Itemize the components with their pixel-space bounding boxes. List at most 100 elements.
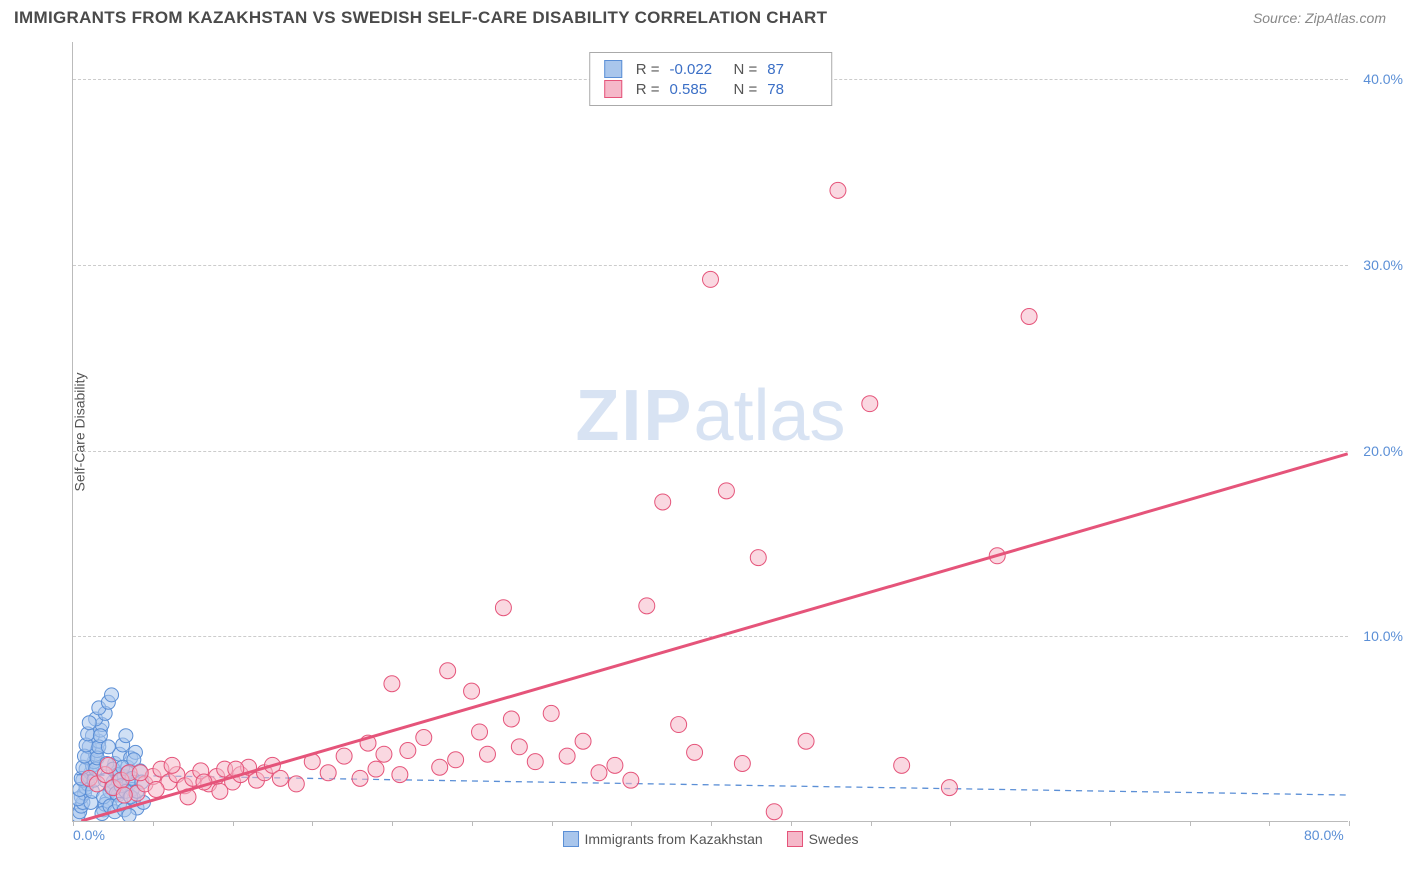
- n-label: N =: [734, 61, 758, 78]
- legend-label-swedes: Swedes: [809, 831, 859, 847]
- data-point-swedes: [164, 757, 180, 773]
- n-label: N =: [734, 81, 758, 98]
- x-tick: [312, 821, 313, 826]
- x-tick: [711, 821, 712, 826]
- data-point-swedes: [862, 396, 878, 412]
- data-point-swedes: [100, 757, 116, 773]
- data-point-swedes: [750, 550, 766, 566]
- data-point-swedes: [703, 271, 719, 287]
- data-point-swedes: [591, 765, 607, 781]
- data-point-swedes: [479, 746, 495, 762]
- plot-area: ZIPatlas R = -0.022 N = 87 R = 0.585 N =…: [72, 42, 1348, 822]
- data-point-swedes: [503, 711, 519, 727]
- y-tick-label: 30.0%: [1353, 257, 1403, 273]
- legend-item-swedes: Swedes: [787, 831, 859, 847]
- data-point-swedes: [655, 494, 671, 510]
- header: IMMIGRANTS FROM KAZAKHSTAN VS SWEDISH SE…: [0, 0, 1406, 36]
- x-tick-label: 0.0%: [73, 827, 105, 843]
- data-point-swedes: [352, 770, 368, 786]
- data-point-swedes: [440, 663, 456, 679]
- data-point-swedes: [687, 744, 703, 760]
- r-label: R =: [636, 61, 660, 78]
- data-point-swedes: [495, 600, 511, 616]
- data-point-swedes: [148, 781, 164, 797]
- data-point-swedes: [894, 757, 910, 773]
- data-point-swedes: [212, 783, 228, 799]
- data-point-swedes: [607, 757, 623, 773]
- swatch-kazakhstan: [604, 60, 622, 78]
- data-point-swedes: [623, 772, 639, 788]
- legend-label-kazakhstan: Immigrants from Kazakhstan: [585, 831, 763, 847]
- x-tick: [1030, 821, 1031, 826]
- data-point-swedes: [116, 787, 132, 803]
- data-point-swedes: [416, 730, 432, 746]
- x-tick: [871, 821, 872, 826]
- x-tick: [1349, 821, 1350, 826]
- data-point-kazakhstan: [105, 688, 119, 702]
- correlation-row-swedes: R = 0.585 N = 78: [604, 79, 818, 99]
- data-point-swedes: [384, 676, 400, 692]
- y-tick-label: 40.0%: [1353, 71, 1403, 87]
- data-point-swedes: [718, 483, 734, 499]
- swatch-swedes: [787, 831, 803, 847]
- data-point-swedes: [400, 743, 416, 759]
- data-point-swedes: [511, 739, 527, 755]
- swatch-kazakhstan: [563, 831, 579, 847]
- data-point-swedes: [559, 748, 575, 764]
- data-point-swedes: [734, 756, 750, 772]
- data-point-swedes: [132, 765, 148, 781]
- data-point-swedes: [766, 804, 782, 820]
- data-point-swedes: [432, 759, 448, 775]
- x-tick-label: 80.0%: [1304, 827, 1344, 843]
- correlation-legend: R = -0.022 N = 87 R = 0.585 N = 78: [589, 52, 833, 106]
- chart-title: IMMIGRANTS FROM KAZAKHSTAN VS SWEDISH SE…: [14, 8, 827, 28]
- data-point-kazakhstan: [122, 808, 136, 821]
- x-tick: [233, 821, 234, 826]
- legend-item-kazakhstan: Immigrants from Kazakhstan: [563, 831, 763, 847]
- x-tick: [1190, 821, 1191, 826]
- x-tick: [1269, 821, 1270, 826]
- data-point-swedes: [472, 724, 488, 740]
- r-value-kazakhstan: -0.022: [670, 61, 720, 78]
- data-point-swedes: [448, 752, 464, 768]
- data-point-swedes: [527, 754, 543, 770]
- data-point-kazakhstan: [119, 729, 133, 743]
- x-tick: [950, 821, 951, 826]
- x-tick: [552, 821, 553, 826]
- r-label: R =: [636, 81, 660, 98]
- data-point-swedes: [543, 705, 559, 721]
- x-tick: [153, 821, 154, 826]
- swatch-swedes: [604, 80, 622, 98]
- data-point-swedes: [320, 765, 336, 781]
- data-point-swedes: [392, 767, 408, 783]
- x-tick: [1110, 821, 1111, 826]
- data-point-swedes: [336, 748, 352, 764]
- data-point-swedes: [798, 733, 814, 749]
- data-point-swedes: [368, 761, 384, 777]
- x-tick: [73, 821, 74, 826]
- data-point-swedes: [376, 746, 392, 762]
- data-point-swedes: [1021, 309, 1037, 325]
- data-point-kazakhstan: [101, 740, 115, 754]
- data-point-swedes: [639, 598, 655, 614]
- trend-line-swedes: [81, 454, 1347, 821]
- chart-container: Self-Care Disability ZIPatlas R = -0.022…: [48, 42, 1348, 822]
- n-value-kazakhstan: 87: [767, 61, 817, 78]
- data-point-swedes: [272, 770, 288, 786]
- x-tick: [472, 821, 473, 826]
- data-point-kazakhstan: [82, 716, 96, 730]
- series-legend: Immigrants from Kazakhstan Swedes: [563, 831, 859, 847]
- y-tick-label: 10.0%: [1353, 628, 1403, 644]
- correlation-row-kazakhstan: R = -0.022 N = 87: [604, 59, 818, 79]
- data-point-swedes: [941, 780, 957, 796]
- data-point-swedes: [464, 683, 480, 699]
- r-value-swedes: 0.585: [670, 81, 720, 98]
- data-point-swedes: [671, 717, 687, 733]
- data-point-swedes: [288, 776, 304, 792]
- scatter-svg: [73, 42, 1348, 821]
- x-tick: [392, 821, 393, 826]
- x-tick: [631, 821, 632, 826]
- source-credit: Source: ZipAtlas.com: [1253, 10, 1386, 26]
- n-value-swedes: 78: [767, 81, 817, 98]
- y-tick-label: 20.0%: [1353, 443, 1403, 459]
